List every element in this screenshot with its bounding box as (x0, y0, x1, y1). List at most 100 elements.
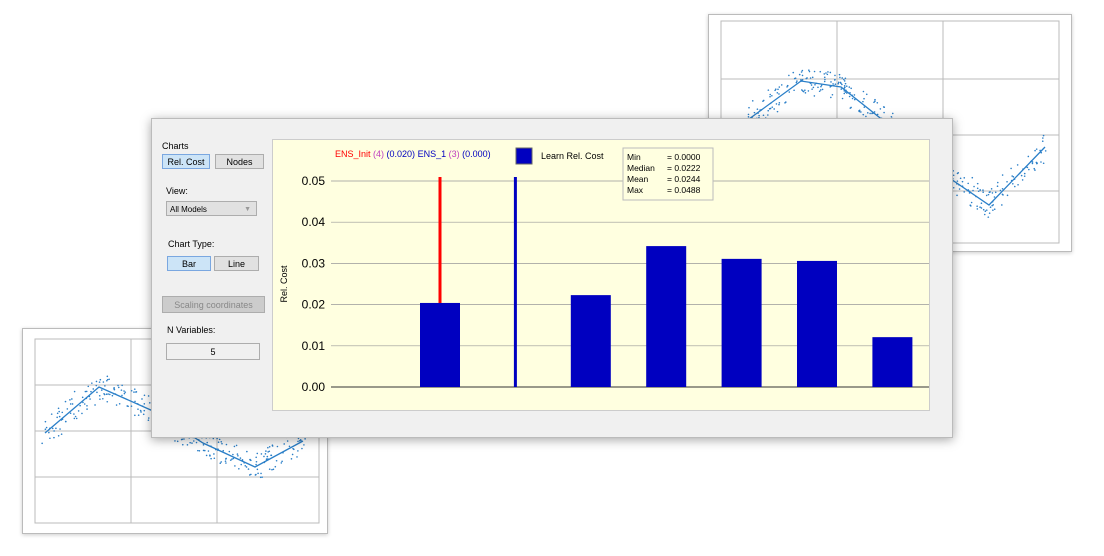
scatter-dot (283, 443, 286, 445)
scatter-dot (57, 407, 60, 410)
bar[interactable] (872, 337, 913, 387)
scatter-dot (825, 72, 827, 74)
scatter-dot (767, 114, 769, 116)
bar[interactable] (420, 302, 460, 387)
scatter-dot (105, 393, 108, 396)
scatter-dot (256, 452, 259, 455)
scatter-dot (985, 194, 988, 197)
scatter-dot (748, 106, 750, 109)
scatter-dot (245, 466, 248, 468)
scatter-dot (858, 110, 861, 113)
scatter-dot (863, 97, 865, 100)
scatter-dot (809, 77, 812, 79)
scatter-dot (800, 79, 802, 81)
scatter-dot (956, 180, 959, 182)
scatter-dot (73, 390, 76, 393)
scatter-dot (86, 408, 88, 410)
scatter-dot (133, 388, 136, 390)
scatter-dot (853, 98, 856, 101)
scatter-dot (976, 205, 978, 208)
bar[interactable] (797, 260, 837, 387)
scatter-dot (235, 444, 238, 447)
scatter-dot (818, 90, 821, 93)
scatter-dot (225, 457, 227, 460)
scatter-dot (270, 454, 273, 457)
scatter-dot (837, 81, 840, 84)
scatter-dot (268, 468, 271, 470)
nodes-button[interactable]: Nodes (215, 154, 264, 169)
scatter-dot (773, 108, 775, 110)
bar-button[interactable]: Bar (167, 256, 211, 271)
scatter-dot (844, 77, 847, 80)
view-dropdown[interactable]: All Models ▼ (166, 201, 257, 216)
scatter-dot (137, 414, 140, 416)
scatter-dot (843, 84, 846, 87)
scatter-dot (994, 191, 997, 194)
bar[interactable] (721, 258, 762, 387)
scatter-dot (1010, 167, 1012, 170)
scatter-dot (819, 70, 822, 73)
scatter-dot (826, 73, 829, 76)
scatter-dot (845, 85, 848, 87)
scatter-dot (843, 92, 846, 95)
scaling-coordinates-button[interactable]: Scaling coordinates (162, 296, 265, 313)
annotation-part: ENS_Init (335, 149, 371, 159)
scatter-dot (89, 398, 91, 400)
scatter-dot (988, 191, 991, 194)
rel-cost-button[interactable]: Rel. Cost (162, 154, 210, 169)
scatter-dot (117, 386, 120, 389)
scatter-dot (121, 384, 123, 387)
scatter-dot (1040, 161, 1042, 163)
scatter-dot (1034, 169, 1036, 171)
scatter-dot (769, 95, 771, 98)
bar[interactable] (646, 246, 687, 387)
scatter-dot (982, 191, 984, 194)
scatter-dot (992, 209, 994, 211)
scatter-dot (989, 206, 992, 209)
scatter-dot (976, 187, 979, 190)
scatter-dot (92, 388, 95, 390)
scatter-dot (41, 442, 43, 445)
scatter-dot (813, 70, 816, 73)
scatter-dot (118, 402, 121, 405)
scatter-dot (276, 445, 279, 448)
scatter-dot (977, 190, 980, 193)
scatter-dot (140, 411, 142, 413)
y-tick-label: 0.01 (302, 339, 326, 353)
scatter-dot (60, 433, 63, 435)
scatter-dot (147, 419, 150, 422)
scatter-dot (972, 189, 974, 192)
scatter-dot (788, 91, 791, 93)
line-button[interactable]: Line (214, 256, 259, 271)
scatter-dot (1028, 168, 1030, 171)
stat-value: = 0.0222 (667, 163, 701, 173)
scatter-dot (233, 445, 236, 448)
scatter-dot (1034, 149, 1036, 152)
scatter-dot (958, 188, 961, 190)
scatter-dot (53, 430, 55, 432)
scatter-dot (776, 110, 779, 113)
scatter-dot (1006, 194, 1009, 197)
stats-box (622, 147, 714, 201)
scatter-dot (811, 76, 814, 79)
scatter-dot (275, 459, 278, 462)
scatter-dot (767, 109, 770, 112)
scatter-dot (830, 96, 832, 99)
bar[interactable] (570, 295, 611, 387)
scatter-dot (793, 89, 795, 92)
scatter-dot (99, 398, 101, 400)
scatter-dot (217, 441, 220, 444)
scatter-dot (834, 78, 836, 81)
scatter-dot (808, 69, 810, 71)
scatter-dot (213, 453, 215, 455)
scatter-dot (221, 442, 223, 445)
scatter-dot (102, 381, 105, 383)
n-variables-input[interactable]: 5 (166, 343, 260, 360)
scatter-dot (801, 69, 804, 72)
scatter-dot (291, 453, 294, 456)
scatter-dot (1012, 182, 1014, 185)
scatter-dot (265, 458, 268, 460)
scatter-dot (804, 89, 806, 92)
scatter-dot (229, 459, 232, 461)
scatter-dot (106, 375, 109, 378)
